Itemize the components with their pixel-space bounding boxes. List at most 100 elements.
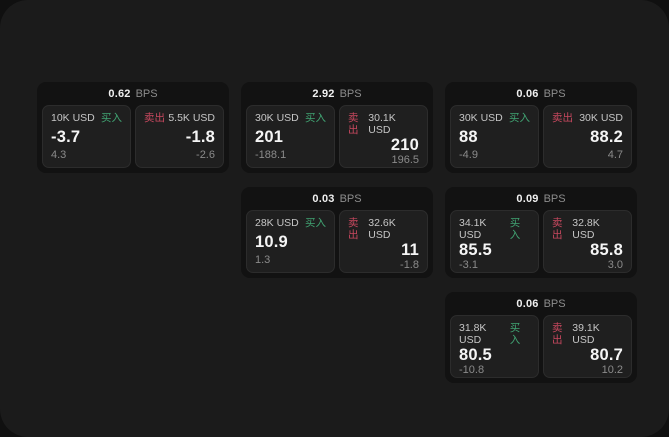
sell-side-label: 卖出 [348, 112, 359, 136]
buy-sell-panels: 10K USD 买入 -3.7 4.3 卖出 5.5K USD -1.8 -2.… [37, 105, 229, 168]
sell-panel[interactable]: 卖出 30.1K USD 210 196.5 [339, 105, 428, 168]
buy-side-label: 买入 [305, 217, 326, 229]
sell-amount: 39.1K USD [572, 322, 600, 346]
bps-header: 0.62 BPS [37, 82, 229, 105]
sell-side-label: 卖出 [552, 217, 563, 241]
sell-panel-top: 卖出 30K USD [552, 112, 623, 124]
buy-panel-top: 30K USD 买入 [459, 112, 530, 124]
sell-sub-value: -1.8 [400, 259, 419, 271]
bps-unit-label: BPS [543, 297, 566, 310]
buy-sell-panels: 30K USD 买入 88 -4.9 卖出 30K USD 88.2 4.7 [445, 105, 637, 168]
sell-price: 85.8 [590, 241, 623, 259]
buy-sub-value: 1.3 [255, 254, 271, 266]
buy-sub-value: -10.8 [459, 364, 485, 376]
quote-card: 0.62 BPS 10K USD 买入 -3.7 4.3 卖出 5.5K USD [37, 82, 229, 173]
buy-price: 10.9 [255, 232, 288, 251]
quote-card: 0.09 BPS 34.1K USD 买入 85.5 -3.1 卖出 32.8K… [445, 187, 637, 278]
buy-sell-panels: 34.1K USD 买入 85.5 -3.1 卖出 32.8K USD 85.8… [445, 210, 637, 273]
quote-card: 0.06 BPS 30K USD 买入 88 -4.9 卖出 30K USD [445, 82, 637, 173]
buy-panel-top: 30K USD 买入 [255, 112, 326, 124]
buy-panel[interactable]: 30K USD 买入 201 -188.1 [246, 105, 335, 168]
bps-value: 0.06 [516, 297, 539, 310]
quote-card: 0.03 BPS 28K USD 买入 10.9 1.3 卖出 32.6K US… [241, 187, 433, 278]
sell-panel-top: 卖出 32.8K USD [552, 217, 623, 241]
buy-price: 80.5 [459, 346, 492, 364]
bps-header: 0.03 BPS [241, 187, 433, 210]
bps-header: 0.06 BPS [445, 292, 637, 315]
bps-unit-label: BPS [135, 87, 158, 100]
buy-panel-top: 34.1K USD 买入 [459, 217, 530, 241]
buy-panel-top: 10K USD 买入 [51, 112, 122, 124]
sell-panel-top: 卖出 5.5K USD [144, 112, 215, 124]
sell-amount: 32.6K USD [368, 217, 396, 241]
buy-amount: 34.1K USD [459, 217, 487, 241]
buy-sub-value: -4.9 [459, 149, 478, 161]
sell-panel[interactable]: 卖出 32.6K USD 11 -1.8 [339, 210, 428, 273]
buy-sub-value: -188.1 [255, 149, 287, 161]
sell-side-label: 卖出 [552, 112, 573, 124]
buy-side-label: 买入 [101, 112, 122, 124]
buy-panel[interactable]: 34.1K USD 买入 85.5 -3.1 [450, 210, 539, 273]
bps-unit-label: BPS [543, 192, 566, 205]
sell-sub-value: -2.6 [196, 149, 215, 161]
buy-sell-panels: 30K USD 买入 201 -188.1 卖出 30.1K USD 210 1… [241, 105, 433, 168]
buy-amount: 10K USD [51, 112, 95, 124]
bps-value: 2.92 [312, 87, 335, 100]
sell-side-label: 卖出 [348, 217, 359, 241]
bps-unit-label: BPS [543, 87, 566, 100]
bps-header: 2.92 BPS [241, 82, 433, 105]
sell-sub-value: 3.0 [607, 259, 623, 271]
sell-panel[interactable]: 卖出 32.8K USD 85.8 3.0 [543, 210, 632, 273]
sell-amount: 30.1K USD [368, 112, 396, 136]
buy-panel-top: 31.8K USD 买入 [459, 322, 530, 346]
buy-side-label: 买入 [509, 217, 521, 241]
buy-price: -3.7 [51, 127, 81, 146]
buy-amount: 30K USD [255, 112, 299, 124]
buy-amount: 28K USD [255, 217, 299, 229]
sell-price: -1.8 [185, 127, 215, 146]
buy-side-label: 买入 [509, 112, 530, 124]
buy-sub-value: -3.1 [459, 259, 478, 271]
sell-panel[interactable]: 卖出 5.5K USD -1.8 -2.6 [135, 105, 224, 168]
sell-amount: 32.8K USD [572, 217, 600, 241]
quote-card: 0.06 BPS 31.8K USD 买入 80.5 -10.8 卖出 39.1… [445, 292, 637, 383]
buy-price: 201 [255, 127, 284, 146]
sell-panel[interactable]: 卖出 30K USD 88.2 4.7 [543, 105, 632, 168]
sell-side-label: 卖出 [552, 322, 563, 346]
buy-panel[interactable]: 30K USD 买入 88 -4.9 [450, 105, 539, 168]
buy-panel-top: 28K USD 买入 [255, 217, 326, 229]
bps-value: 0.03 [312, 192, 335, 205]
sell-sub-value: 10.2 [601, 364, 623, 376]
sell-panel-top: 卖出 30.1K USD [348, 112, 419, 136]
sell-panel[interactable]: 卖出 39.1K USD 80.7 10.2 [543, 315, 632, 378]
bps-unit-label: BPS [339, 192, 362, 205]
buy-sell-panels: 28K USD 买入 10.9 1.3 卖出 32.6K USD 11 -1.8 [241, 210, 433, 273]
bps-header: 0.06 BPS [445, 82, 637, 105]
sell-price: 80.7 [590, 346, 623, 364]
sell-price: 88.2 [590, 127, 623, 146]
sell-sub-value: 196.5 [391, 154, 419, 166]
sell-price: 11 [401, 241, 419, 259]
buy-panel[interactable]: 28K USD 买入 10.9 1.3 [246, 210, 335, 273]
sell-amount: 30K USD [579, 112, 623, 124]
sell-panel-top: 卖出 32.6K USD [348, 217, 419, 241]
buy-sub-value: 4.3 [51, 149, 67, 161]
bps-value: 0.62 [108, 87, 131, 100]
bps-value: 0.06 [516, 87, 539, 100]
quote-card: 2.92 BPS 30K USD 买入 201 -188.1 卖出 30.1K … [241, 82, 433, 173]
buy-side-label: 买入 [509, 322, 521, 346]
bps-value: 0.09 [516, 192, 539, 205]
sell-side-label: 卖出 [144, 112, 165, 124]
bps-header: 0.09 BPS [445, 187, 637, 210]
sell-sub-value: 4.7 [607, 149, 623, 161]
sell-amount: 5.5K USD [168, 112, 215, 124]
buy-price: 88 [459, 127, 478, 146]
buy-panel[interactable]: 10K USD 买入 -3.7 4.3 [42, 105, 131, 168]
buy-panel[interactable]: 31.8K USD 买入 80.5 -10.8 [450, 315, 539, 378]
sell-panel-top: 卖出 39.1K USD [552, 322, 623, 346]
buy-price: 85.5 [459, 241, 492, 259]
buy-side-label: 买入 [305, 112, 326, 124]
buy-amount: 31.8K USD [459, 322, 487, 346]
